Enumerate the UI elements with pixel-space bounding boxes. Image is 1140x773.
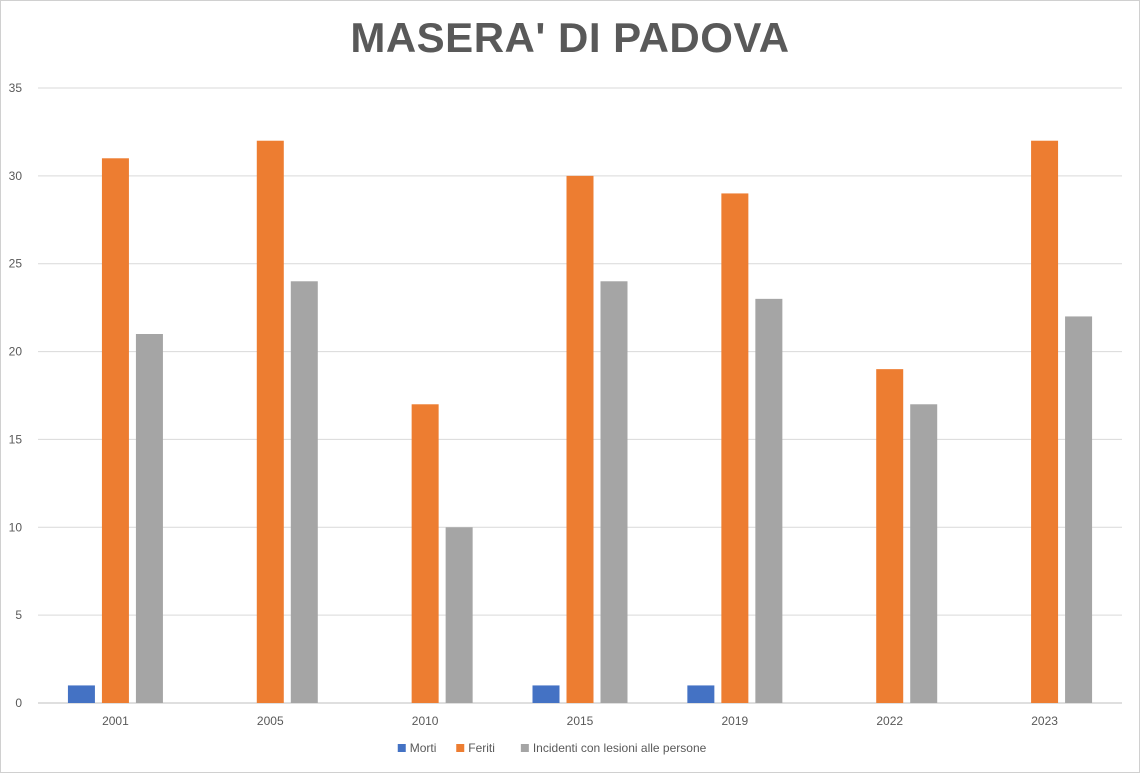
- y-tick-label: 0: [15, 696, 22, 710]
- bar-incidenti-2019: [755, 298, 783, 703]
- bar-incidenti-2001: [135, 334, 163, 703]
- bar-feriti-2019: [721, 193, 749, 703]
- bar-feriti-2022: [876, 369, 904, 703]
- x-tick-label: 2019: [722, 714, 749, 728]
- bar-morti-2001: [67, 685, 95, 703]
- legend: Morti Feriti Incidenti con lesioni alle pe…: [397, 741, 707, 755]
- x-tick-label: 2010: [412, 714, 439, 728]
- y-tick-label: 25: [9, 257, 23, 271]
- y-tick-label: 10: [9, 520, 23, 534]
- y-tick-label: 30: [9, 169, 23, 183]
- x-tick-label: 2022: [876, 714, 903, 728]
- bar-morti-2015: [532, 685, 560, 703]
- y-axis-ticks: 0 5 10 15 20 25 30 35: [9, 81, 23, 710]
- bar-morti-2019: [687, 685, 715, 703]
- legend-label: Incidenti con lesioni alle persone: [533, 741, 707, 755]
- bar-incidenti-2005: [290, 281, 318, 703]
- legend-label: Feriti: [468, 741, 495, 755]
- bar-feriti-2001: [101, 158, 129, 704]
- legend-swatch: [520, 744, 529, 752]
- x-tick-label: 2023: [1031, 714, 1058, 728]
- chart-title: MASERA' DI PADOVA: [350, 14, 790, 61]
- legend-swatch: [456, 744, 465, 752]
- legend-label: Morti: [410, 741, 437, 755]
- x-tick-label: 2015: [567, 714, 594, 728]
- bar-incidenti-2010: [445, 527, 473, 703]
- bar-feriti-2023: [1031, 140, 1059, 703]
- y-tick-label: 35: [9, 81, 23, 95]
- y-tick-label: 20: [9, 345, 23, 359]
- x-axis-ticks: 2001 2005 2010 2015 2019 2022 2023: [102, 714, 1058, 728]
- bar-feriti-2015: [566, 175, 594, 703]
- bar-feriti-2010: [411, 404, 439, 703]
- bar-incidenti-2022: [910, 404, 938, 703]
- x-tick-label: 2005: [257, 714, 284, 728]
- bar-incidenti-2015: [600, 281, 628, 703]
- legend-swatch: [397, 744, 406, 752]
- bar-incidenti-2023: [1065, 316, 1093, 703]
- y-tick-label: 15: [9, 432, 23, 446]
- bars: [67, 140, 1093, 704]
- y-tick-label: 5: [15, 608, 22, 622]
- bar-feriti-2005: [256, 140, 284, 703]
- x-tick-label: 2001: [102, 714, 129, 728]
